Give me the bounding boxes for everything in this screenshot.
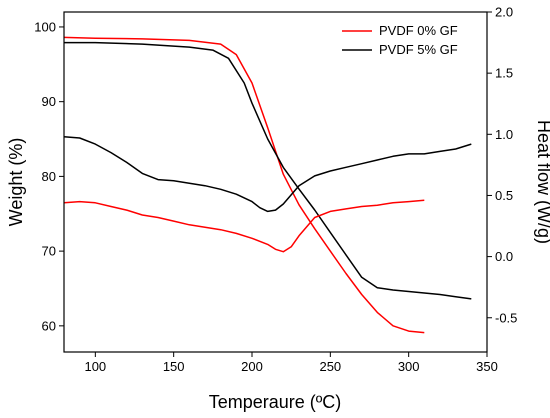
y-left-tick-label-2: 80: [42, 169, 56, 184]
series-layer: [63, 36, 472, 334]
x-axis-title: Temperaure (ºC): [209, 392, 342, 412]
legend-label-1: PVDF 5% GF: [379, 42, 458, 57]
series-line-1: [64, 41, 472, 300]
legend: PVDF 0% GF PVDF 5% GF: [334, 17, 471, 63]
y-right-tick-label-3: 1.0: [495, 127, 513, 142]
y-left-tick-label-4: 100: [34, 19, 56, 34]
x-tick-label-2: 200: [241, 359, 263, 374]
y-right-tick-label-1: 0.0: [495, 249, 513, 264]
series-line-2: [63, 199, 425, 253]
axes-layer: 100 150 200 250 300 350 60 70 80 90 100 -0.5 0.0 0.5 1…: [34, 5, 517, 375]
x-tick-label-5: 350: [476, 359, 498, 374]
y-left-tick-label-3: 90: [42, 94, 56, 109]
y-right-tick-label-0: -0.5: [495, 310, 517, 325]
y-right-tick-label-4: 1.5: [495, 66, 513, 81]
x-tick-label-1: 150: [163, 359, 185, 374]
y-left-tick-label-0: 60: [42, 318, 56, 333]
legend-box: [334, 17, 471, 63]
plot-frame: [63, 11, 488, 353]
x-tick-label-3: 250: [319, 359, 341, 374]
x-tick-label-0: 100: [84, 359, 106, 374]
x-tick-label-4: 300: [398, 359, 420, 374]
y-axis-left-title: Weight (%): [6, 138, 26, 227]
legend-label-0: PVDF 0% GF: [379, 23, 458, 38]
y-right-tick-label-5: 2.0: [495, 5, 513, 20]
y-left-tick-label-1: 70: [42, 244, 56, 259]
y-axis-right-title: Heat flow (W/g): [534, 120, 550, 244]
series-line-3: [63, 135, 472, 213]
series-line-0: [63, 36, 425, 334]
y-right-tick-label-2: 0.5: [495, 188, 513, 203]
